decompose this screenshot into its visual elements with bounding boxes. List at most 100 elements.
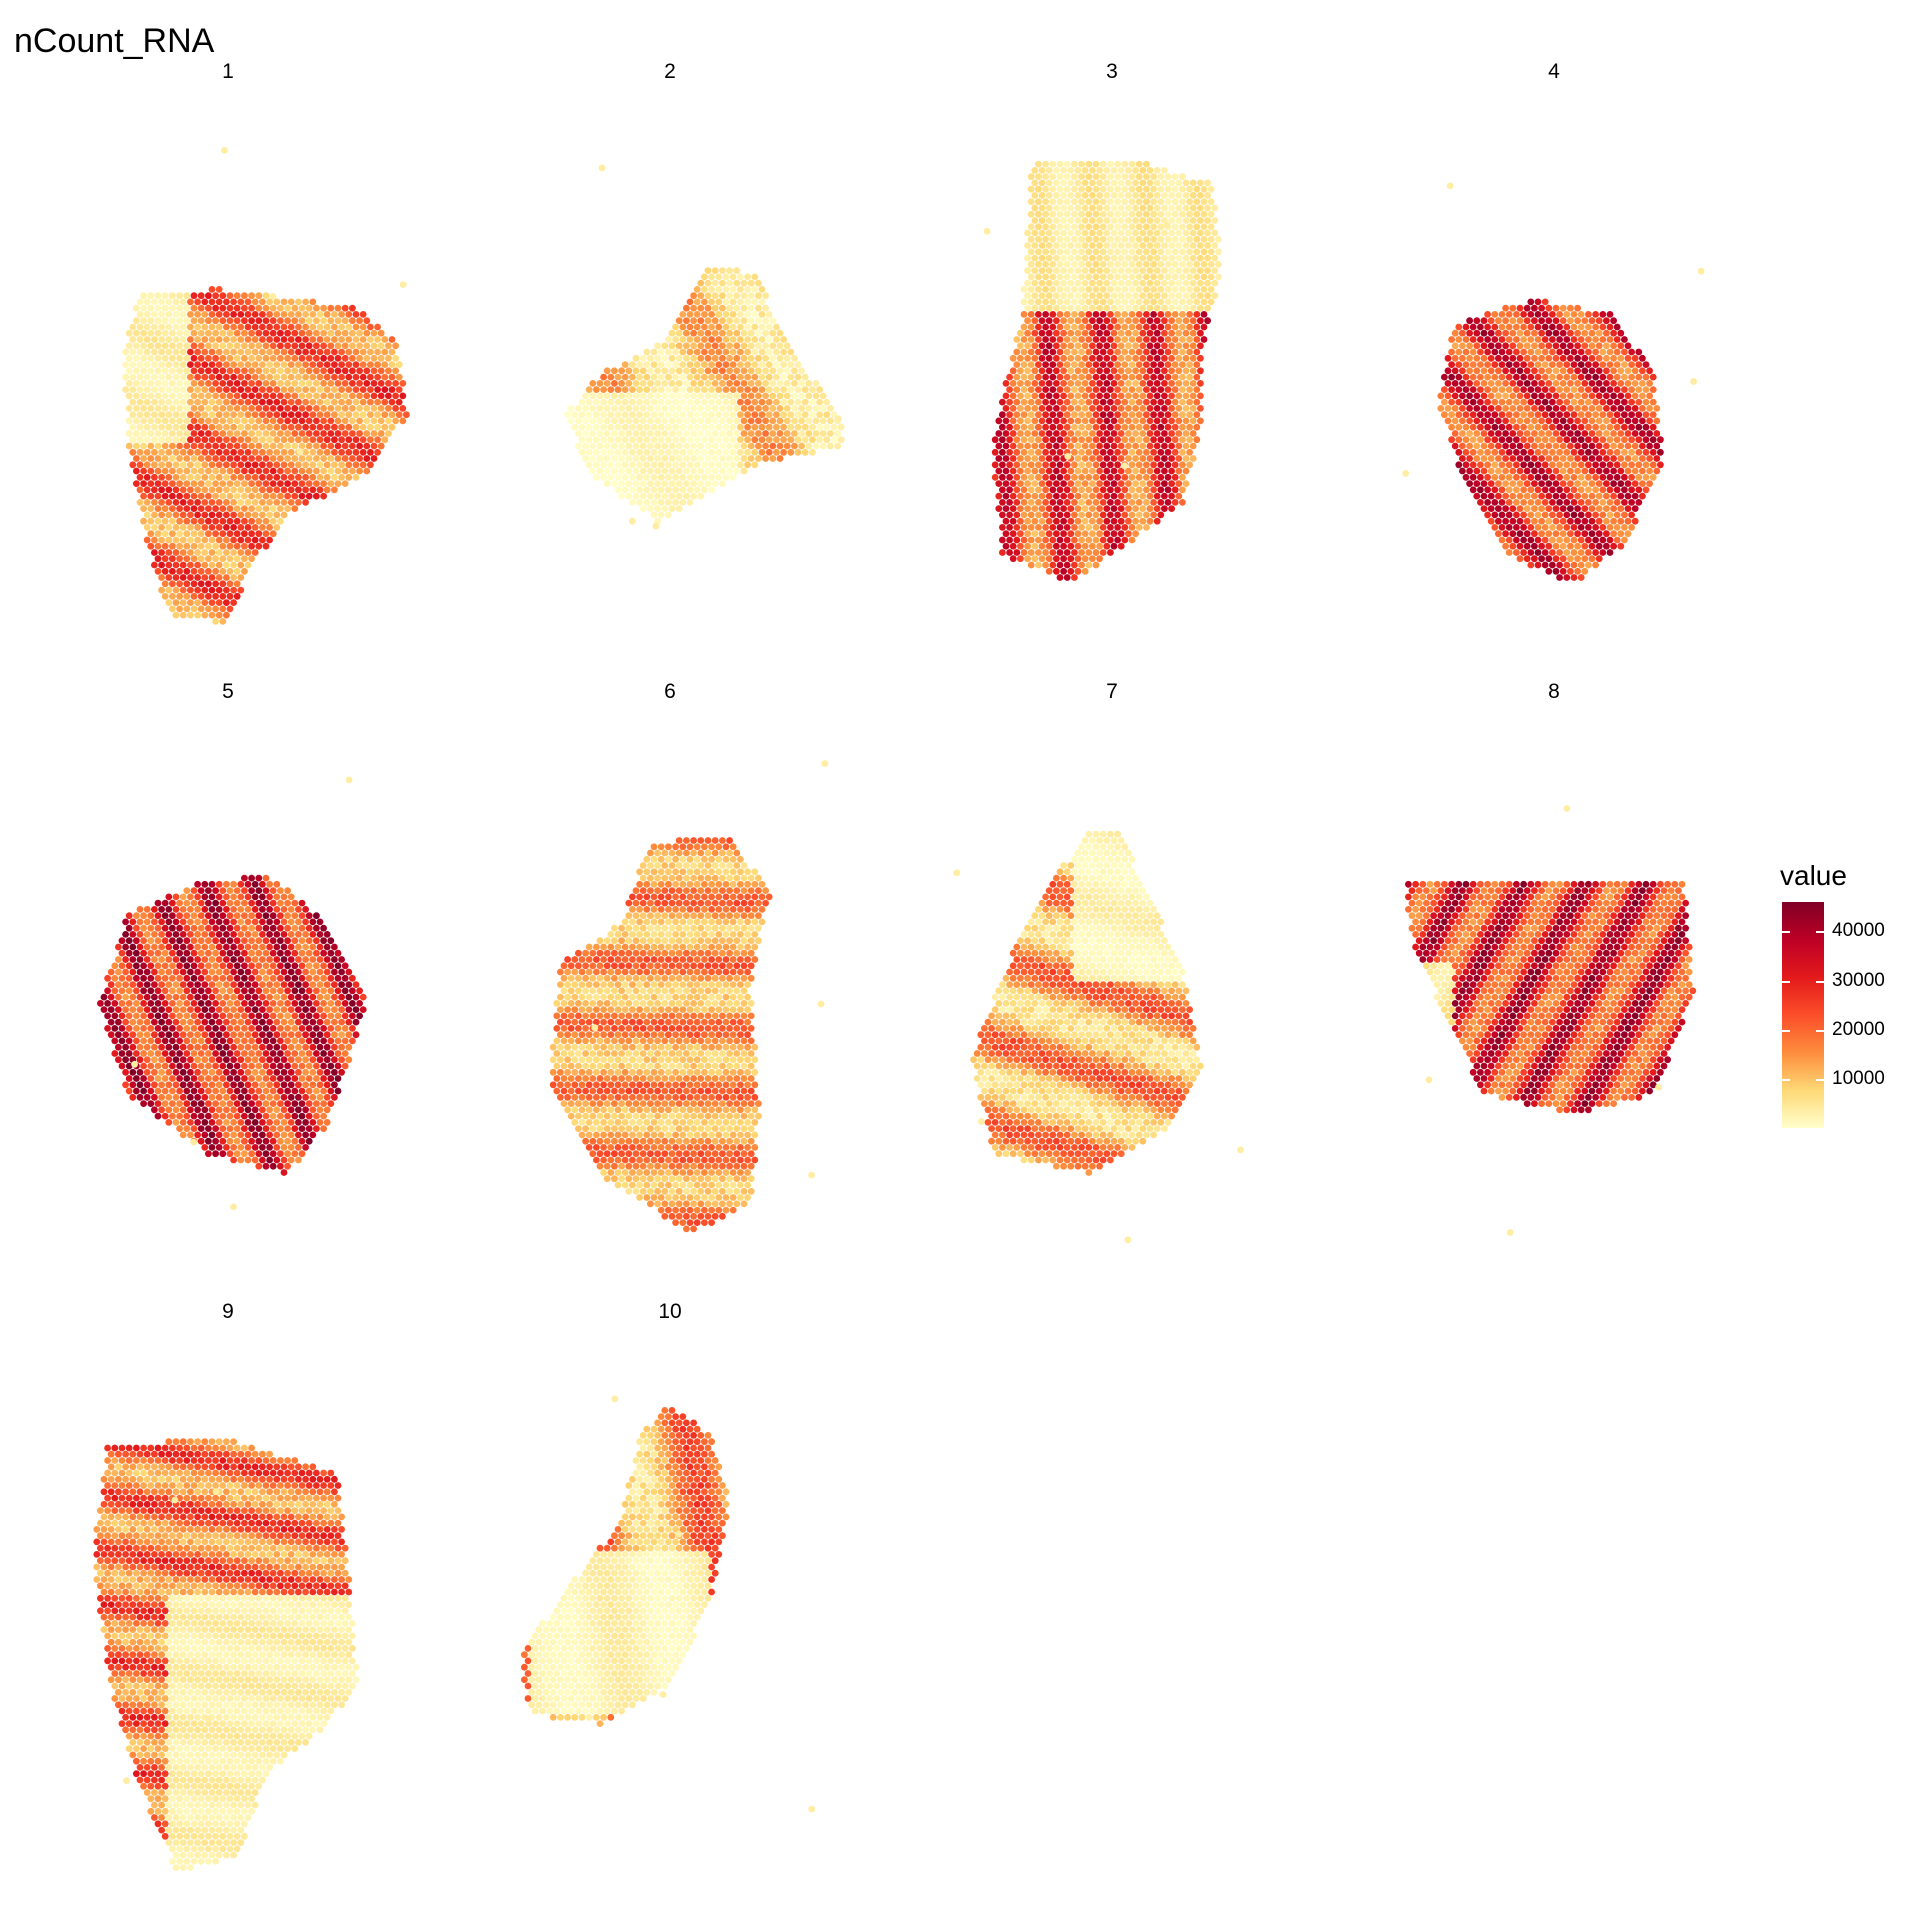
spot: [151, 348, 158, 356]
spot: [1096, 267, 1103, 274]
spot: [226, 405, 234, 412]
spot: [1089, 292, 1096, 300]
spot: [1103, 442, 1111, 450]
spot: [744, 386, 751, 393]
spot: [129, 336, 137, 343]
spot: [230, 323, 238, 331]
spot: [223, 561, 230, 569]
spot: [205, 405, 212, 412]
spot: [158, 411, 166, 419]
spot: [762, 367, 769, 375]
spot: [1505, 461, 1513, 469]
spot: [1027, 198, 1035, 206]
spot: [1477, 373, 1484, 381]
spot: [259, 336, 266, 343]
spot: [377, 354, 385, 362]
spot: [708, 436, 715, 444]
spot: [277, 442, 284, 450]
spot: [237, 561, 245, 569]
spot: [212, 405, 220, 412]
spot: [255, 342, 263, 350]
spot: [1074, 455, 1082, 462]
spot: [1060, 229, 1067, 237]
spot: [161, 342, 169, 350]
spot: [1168, 329, 1175, 337]
spot: [1523, 342, 1531, 350]
spot: [1513, 436, 1520, 444]
spot: [1175, 342, 1183, 350]
spot: [201, 361, 209, 368]
spot: [999, 448, 1006, 456]
spot: [194, 336, 202, 343]
spot: [683, 442, 690, 450]
spot: [603, 430, 611, 437]
spot: [701, 486, 708, 494]
spot: [1078, 536, 1085, 544]
spot: [1207, 210, 1215, 218]
spot: [295, 323, 302, 331]
spot: [1067, 342, 1075, 350]
spot: [273, 473, 281, 481]
spot: [1139, 367, 1147, 375]
spot: [1063, 386, 1071, 393]
spot: [1081, 417, 1089, 425]
spot: [995, 480, 1003, 487]
spot: [291, 430, 299, 437]
spot: [1099, 198, 1107, 206]
spot: [1193, 336, 1201, 343]
spot: [701, 323, 708, 331]
spot: [1473, 392, 1481, 400]
spot: [1168, 267, 1175, 274]
spot: [356, 329, 363, 337]
spot: [1121, 511, 1129, 519]
spot: [1545, 430, 1553, 437]
spot: [629, 386, 636, 393]
spot: [226, 492, 234, 500]
spot: [1060, 430, 1067, 437]
spot: [140, 367, 148, 375]
spot: [359, 423, 367, 431]
spot: [1128, 511, 1136, 519]
spot: [1487, 455, 1495, 462]
spot: [1631, 517, 1639, 525]
spot: [1466, 442, 1473, 450]
spot: [1045, 455, 1053, 462]
spot: [1114, 210, 1121, 218]
spot: [1588, 405, 1596, 412]
spot: [1559, 405, 1567, 412]
spot: [331, 336, 338, 343]
spot: [1013, 536, 1021, 544]
spot: [1089, 179, 1096, 187]
spot: [1549, 549, 1556, 556]
spot: [190, 555, 198, 563]
spot: [1606, 511, 1614, 519]
spot: [259, 298, 266, 306]
spot: [740, 342, 748, 350]
spot: [262, 492, 270, 500]
spot: [1110, 467, 1118, 475]
spot: [1074, 492, 1082, 500]
spot: [219, 492, 227, 500]
spot: [1099, 486, 1107, 494]
spot: [341, 467, 349, 475]
spot: [1451, 392, 1459, 400]
spot: [1484, 448, 1491, 456]
spot: [208, 336, 216, 343]
spot: [385, 354, 392, 362]
spot: [629, 486, 636, 494]
spot: [773, 323, 780, 331]
spot: [1624, 392, 1632, 400]
spot: [1624, 367, 1632, 375]
spot: [237, 536, 245, 544]
spot: [273, 311, 281, 318]
spot: [233, 430, 241, 437]
spot: [776, 405, 784, 412]
spot: [1096, 317, 1103, 325]
spot: [1139, 480, 1147, 487]
spot: [593, 473, 600, 481]
spot: [1042, 348, 1049, 356]
spot: [737, 423, 744, 431]
spot: [1610, 317, 1617, 325]
spot: [1527, 524, 1535, 531]
spot: [1541, 473, 1549, 481]
